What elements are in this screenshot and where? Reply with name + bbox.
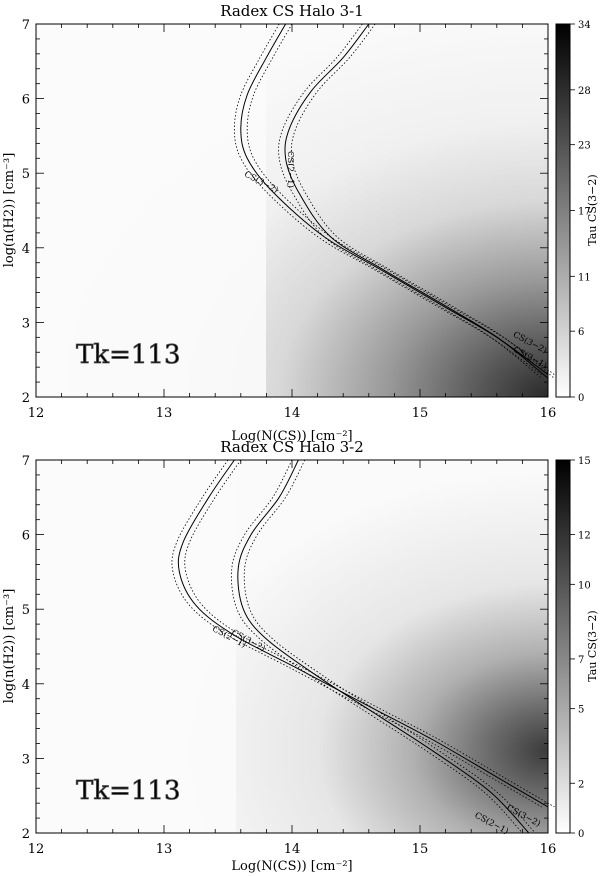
- y-tick-label: 3: [22, 316, 30, 331]
- colorbar: [555, 459, 571, 834]
- contour-cs21-line: [237, 459, 530, 834]
- x-tick-label: 12: [28, 406, 45, 421]
- colorbar-tick-label: 5: [578, 705, 584, 716]
- x-tick-label: 14: [284, 842, 301, 857]
- heatmap-fade: [36, 24, 266, 397]
- y-tick-label: 3: [22, 752, 30, 767]
- contour-cs21-bound: [243, 459, 536, 834]
- x-tick-labels: 12 13 14 15 16: [28, 842, 557, 857]
- colorbar-ticks: 0 2 5 7 10 12 15: [570, 456, 591, 840]
- chart-panel-top: Radex CS Halo 3-1 CS(3−2) CS(2−1)CS(3−2)C…: [2, 2, 599, 444]
- y-tick-labels: 2 3 4 5 6 7: [22, 454, 30, 842]
- contour-cs21-line: [284, 23, 549, 379]
- x-tick-label: 16: [540, 406, 557, 421]
- y-tick-labels: 2 3 4 5 6 7: [22, 18, 30, 406]
- colorbar-tick-label: 11: [578, 272, 591, 283]
- y-axis-label: log(n(H2)) [cm⁻³]: [2, 589, 17, 704]
- x-tick-label: 13: [156, 842, 173, 857]
- y-tick-label: 2: [22, 391, 30, 406]
- colorbar-tick-label: 34: [578, 20, 591, 31]
- colorbar-tick-label: 10: [578, 580, 591, 591]
- y-tick-label: 4: [22, 242, 30, 257]
- x-tick-label: 13: [156, 406, 173, 421]
- plot-frame: [35, 23, 549, 398]
- colorbar-tick-label: 6: [578, 327, 584, 338]
- colorbar-tick-label: 0: [578, 829, 584, 840]
- colorbar-tick-label: 17: [578, 207, 591, 218]
- x-tick-label: 15: [412, 842, 429, 857]
- chart-title: Radex CS Halo 3-1: [220, 2, 364, 20]
- x-axis-label: Log(N(CS)) [cm⁻²]: [231, 429, 352, 444]
- colorbar-tick-label: 0: [578, 393, 584, 404]
- x-tick-label: 14: [284, 406, 301, 421]
- colorbar-tick-label: 2: [578, 779, 584, 790]
- heatmap-fade: [36, 460, 236, 833]
- y-tick-label: 6: [22, 93, 30, 108]
- colorbar-tick-label: 28: [578, 86, 591, 97]
- plot-frame: [35, 459, 549, 834]
- colorbar-tick-label: 15: [578, 456, 591, 467]
- colorbar-ticks: 0 6 11 17 23 28 34: [570, 20, 591, 404]
- colorbar-tick-label: 23: [578, 141, 591, 152]
- y-tick-label: 7: [22, 454, 30, 469]
- chart-title: Radex CS Halo 3-2: [220, 438, 364, 456]
- contour-cs32-bound: [171, 459, 542, 808]
- colorbar-tick-label: 12: [578, 531, 591, 542]
- temperature-annotation: Tk=113: [76, 340, 181, 370]
- contour-cs32-line: [177, 459, 549, 808]
- x-tick-label: 12: [28, 842, 45, 857]
- x-tick-label: 15: [412, 406, 429, 421]
- x-tick-labels: 12 13 14 15 16: [28, 406, 557, 421]
- x-axis-label: Log(N(CS)) [cm⁻²]: [231, 859, 352, 874]
- colorbar-label: Tau CS(3−2): [586, 174, 599, 245]
- y-tick-label: 5: [22, 603, 30, 618]
- y-tick-label: 7: [22, 18, 30, 33]
- contour-cs21-bound: [231, 459, 523, 834]
- y-tick-label: 5: [22, 167, 30, 182]
- colorbar-label: Tau CS(3−2): [586, 610, 599, 681]
- temperature-annotation: Tk=113: [76, 776, 181, 806]
- x-tick-label: 16: [540, 842, 557, 857]
- colorbar-tick-label: 7: [578, 655, 584, 666]
- colorbar: [555, 23, 571, 398]
- contour-cs32-line: [240, 23, 549, 376]
- y-tick-label: 2: [22, 827, 30, 842]
- contour-cs32-bound: [184, 459, 555, 808]
- y-tick-label: 4: [22, 678, 30, 693]
- chart-panel-bottom: Radex CS Halo 3-2 CS(3−2)CS(2−1)CS(3−2)C…: [2, 438, 599, 874]
- y-axis-label: log(n(H2)) [cm⁻³]: [2, 153, 17, 268]
- contour-cs21-label: CS(2−1): [285, 151, 296, 188]
- y-tick-label: 6: [22, 529, 30, 544]
